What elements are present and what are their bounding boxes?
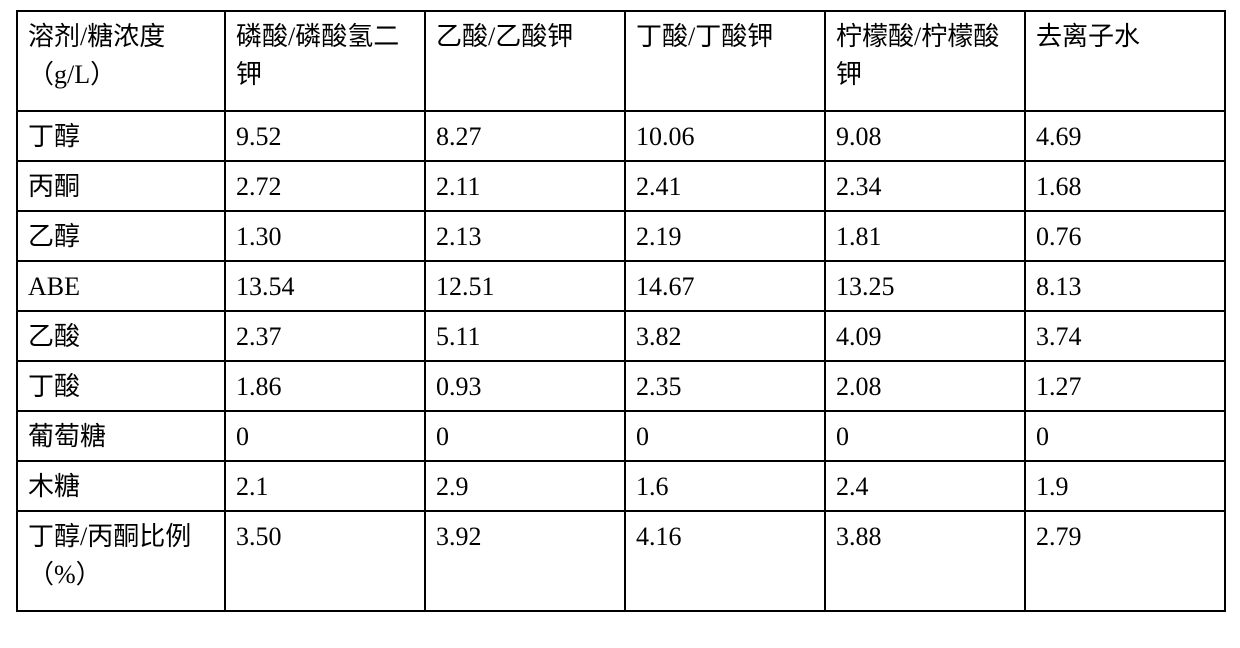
cell: 1.30 <box>225 211 425 261</box>
cell: 2.1 <box>225 461 425 511</box>
cell: 1.9 <box>1025 461 1225 511</box>
table-row: ABE 13.54 12.51 14.67 13.25 8.13 <box>17 261 1225 311</box>
cell: 12.51 <box>425 261 625 311</box>
cell: 1.6 <box>625 461 825 511</box>
cell: 2.4 <box>825 461 1025 511</box>
cell: 3.74 <box>1025 311 1225 361</box>
cell: 2.08 <box>825 361 1025 411</box>
cell: 2.37 <box>225 311 425 361</box>
cell: 4.16 <box>625 511 825 611</box>
cell: 2.9 <box>425 461 625 511</box>
row-label: 乙酸 <box>17 311 225 361</box>
cell: 0 <box>625 411 825 461</box>
row-label: 丁酸 <box>17 361 225 411</box>
row-label: 丁醇/丙酮比例（%） <box>17 511 225 611</box>
table-row: 丁酸 1.86 0.93 2.35 2.08 1.27 <box>17 361 1225 411</box>
cell: 13.25 <box>825 261 1025 311</box>
cell: 2.41 <box>625 161 825 211</box>
cell: 9.52 <box>225 111 425 161</box>
cell: 1.81 <box>825 211 1025 261</box>
cell: 2.34 <box>825 161 1025 211</box>
row-label: ABE <box>17 261 225 311</box>
row-label: 乙醇 <box>17 211 225 261</box>
cell: 3.82 <box>625 311 825 361</box>
cell: 1.68 <box>1025 161 1225 211</box>
cell: 1.86 <box>225 361 425 411</box>
cell: 2.72 <box>225 161 425 211</box>
cell: 3.88 <box>825 511 1025 611</box>
cell: 2.11 <box>425 161 625 211</box>
column-header: 丁酸/丁酸钾 <box>625 11 825 111</box>
row-label: 丙酮 <box>17 161 225 211</box>
table-row: 乙酸 2.37 5.11 3.82 4.09 3.74 <box>17 311 1225 361</box>
table-row: 葡萄糖 0 0 0 0 0 <box>17 411 1225 461</box>
cell: 1.27 <box>1025 361 1225 411</box>
cell: 14.67 <box>625 261 825 311</box>
table-row: 木糖 2.1 2.9 1.6 2.4 1.9 <box>17 461 1225 511</box>
cell: 0 <box>225 411 425 461</box>
cell: 3.92 <box>425 511 625 611</box>
table-row: 丁醇 9.52 8.27 10.06 9.08 4.69 <box>17 111 1225 161</box>
cell: 0.93 <box>425 361 625 411</box>
column-header: 乙酸/乙酸钾 <box>425 11 625 111</box>
cell: 10.06 <box>625 111 825 161</box>
cell: 2.79 <box>1025 511 1225 611</box>
cell: 5.11 <box>425 311 625 361</box>
cell: 13.54 <box>225 261 425 311</box>
table-row: 丙酮 2.72 2.11 2.41 2.34 1.68 <box>17 161 1225 211</box>
cell: 2.19 <box>625 211 825 261</box>
table-row: 丁醇/丙酮比例（%） 3.50 3.92 4.16 3.88 2.79 <box>17 511 1225 611</box>
cell: 2.13 <box>425 211 625 261</box>
cell: 2.35 <box>625 361 825 411</box>
cell: 8.27 <box>425 111 625 161</box>
cell: 8.13 <box>1025 261 1225 311</box>
cell: 0 <box>1025 411 1225 461</box>
row-label: 木糖 <box>17 461 225 511</box>
cell: 4.09 <box>825 311 1025 361</box>
column-header: 柠檬酸/柠檬酸钾 <box>825 11 1025 111</box>
cell: 4.69 <box>1025 111 1225 161</box>
column-header: 溶剂/糖浓度（g/L） <box>17 11 225 111</box>
cell: 3.50 <box>225 511 425 611</box>
row-label: 丁醇 <box>17 111 225 161</box>
table-row: 乙醇 1.30 2.13 2.19 1.81 0.76 <box>17 211 1225 261</box>
cell: 9.08 <box>825 111 1025 161</box>
column-header: 去离子水 <box>1025 11 1225 111</box>
cell: 0 <box>825 411 1025 461</box>
table-header-row: 溶剂/糖浓度（g/L） 磷酸/磷酸氢二钾 乙酸/乙酸钾 丁酸/丁酸钾 柠檬酸/柠… <box>17 11 1225 111</box>
cell: 0 <box>425 411 625 461</box>
row-label: 葡萄糖 <box>17 411 225 461</box>
column-header: 磷酸/磷酸氢二钾 <box>225 11 425 111</box>
cell: 0.76 <box>1025 211 1225 261</box>
data-table: 溶剂/糖浓度（g/L） 磷酸/磷酸氢二钾 乙酸/乙酸钾 丁酸/丁酸钾 柠檬酸/柠… <box>16 10 1226 612</box>
